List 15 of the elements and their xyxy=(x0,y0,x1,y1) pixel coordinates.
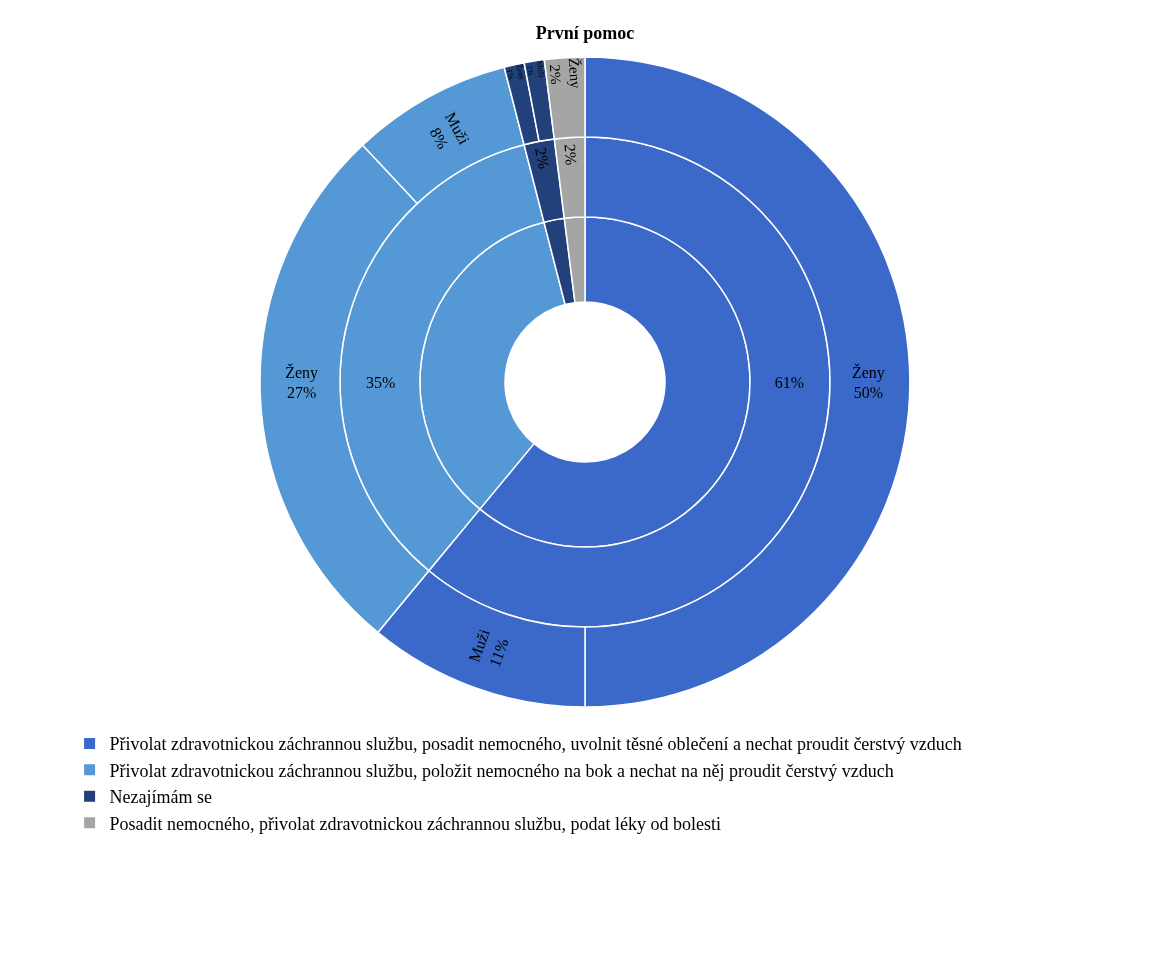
legend-label: Nezajímám se xyxy=(109,787,213,808)
data-label: 35% xyxy=(365,373,396,391)
data-label: 61% xyxy=(774,373,805,391)
data-label: Muži 8% xyxy=(426,109,474,152)
data-label: Ženy 27% xyxy=(285,362,319,402)
chart-title: První pomoc xyxy=(535,23,635,44)
data-label: Ženy 50% xyxy=(851,362,885,402)
legend-label: Přivolat zdravotnickou záchrannou službu, posadit nemocného, uvolnit těsné oblečení a nechat proudit čerstvý vzduch xyxy=(109,734,962,755)
legend-label: Přivolat zdravotnickou záchrannou službu, položit nemocného na bok a nechat na něj proudit čerstvý vzduch xyxy=(109,760,894,781)
data-label: 2% xyxy=(531,146,553,171)
legend-label: Posadit nemocného, přivolat zdravotnickou záchrannou službu, podat léky od bolesti xyxy=(109,813,721,834)
data-label: 2% xyxy=(561,143,580,166)
data-label: Muži 1% xyxy=(524,59,547,79)
data-label: Ženy 2% xyxy=(546,57,584,90)
data-label: Muži 11% xyxy=(465,626,512,670)
